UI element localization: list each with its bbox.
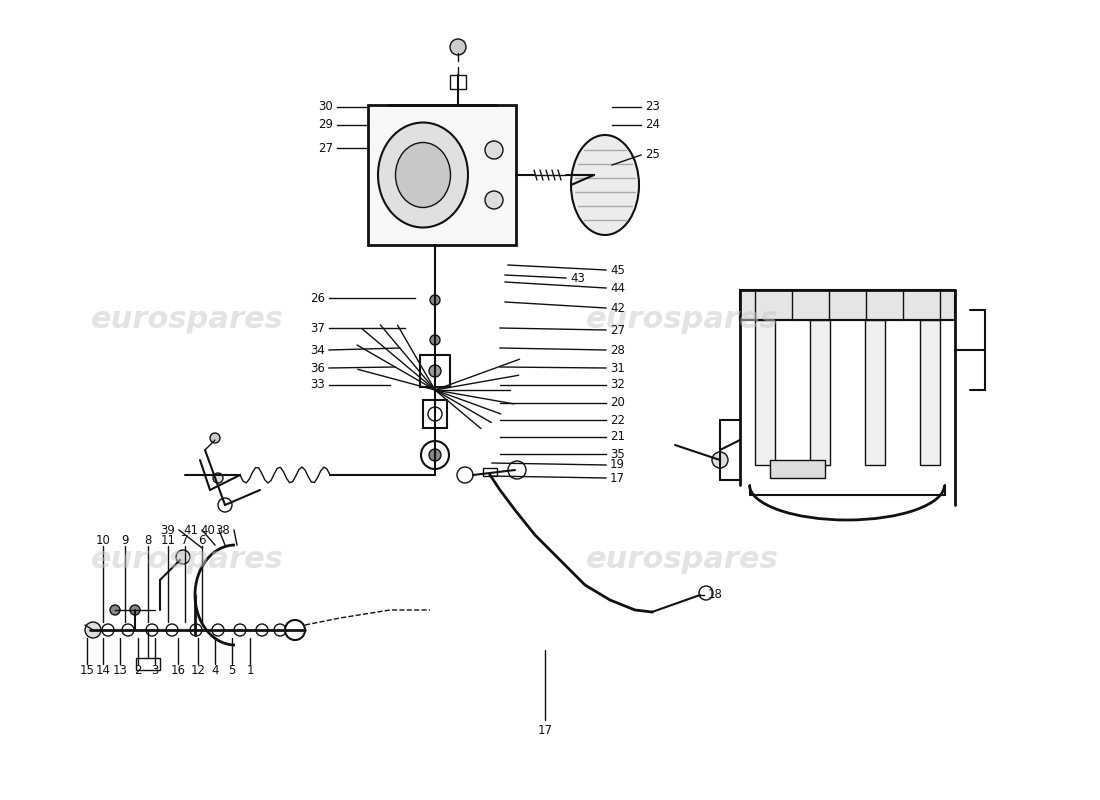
Text: 24: 24 [645, 118, 660, 131]
Bar [368, 105, 516, 245]
Bar [450, 75, 466, 89]
Circle shape [190, 624, 202, 636]
Text: 27: 27 [318, 142, 333, 154]
Text: 31: 31 [610, 362, 625, 374]
Text: 1: 1 [246, 663, 254, 677]
Circle shape [274, 624, 286, 636]
Circle shape [166, 624, 178, 636]
Circle shape [429, 449, 441, 461]
Circle shape [508, 461, 526, 479]
Bar [424, 400, 447, 428]
Text: 29: 29 [318, 118, 333, 131]
Text: 8: 8 [144, 534, 152, 546]
Circle shape [429, 365, 441, 377]
Text: 20: 20 [610, 397, 625, 410]
Circle shape [285, 620, 305, 640]
Text: 30: 30 [318, 101, 333, 114]
Text: eurospares: eurospares [90, 546, 284, 574]
Text: 23: 23 [645, 101, 660, 114]
Text: 27: 27 [610, 323, 625, 337]
Text: 5: 5 [229, 663, 235, 677]
Bar [483, 468, 497, 476]
Circle shape [85, 622, 101, 638]
Text: 21: 21 [610, 430, 625, 443]
Bar [740, 290, 955, 320]
Circle shape [176, 550, 190, 564]
Text: 14: 14 [96, 663, 110, 677]
Circle shape [485, 141, 503, 159]
Ellipse shape [378, 122, 468, 227]
Circle shape [450, 39, 466, 55]
Text: 10: 10 [96, 534, 110, 546]
Text: 33: 33 [310, 378, 324, 391]
Text: 2: 2 [134, 663, 142, 677]
Text: 19: 19 [610, 458, 625, 471]
Circle shape [428, 407, 442, 421]
Text: 36: 36 [310, 362, 324, 374]
Text: 12: 12 [190, 663, 206, 677]
Circle shape [485, 191, 503, 209]
Bar [755, 320, 775, 465]
Bar [865, 320, 886, 465]
Text: 32: 32 [610, 378, 625, 391]
Ellipse shape [571, 135, 639, 235]
Circle shape [456, 467, 473, 483]
Text: 40: 40 [200, 523, 214, 537]
Circle shape [146, 624, 158, 636]
Bar [770, 460, 825, 478]
Circle shape [430, 295, 440, 305]
Text: 18: 18 [708, 589, 723, 602]
Text: 17: 17 [610, 471, 625, 485]
Text: 28: 28 [610, 343, 625, 357]
Text: 35: 35 [610, 447, 625, 461]
Circle shape [421, 441, 449, 469]
Circle shape [234, 624, 246, 636]
Circle shape [130, 605, 140, 615]
Text: 41: 41 [183, 523, 198, 537]
Circle shape [213, 473, 223, 483]
Text: eurospares: eurospares [90, 306, 284, 334]
Bar [810, 320, 830, 465]
Text: 38: 38 [216, 523, 230, 537]
Text: 39: 39 [161, 523, 175, 537]
Text: 26: 26 [310, 291, 324, 305]
Circle shape [110, 605, 120, 615]
Text: 13: 13 [112, 663, 128, 677]
Text: 43: 43 [570, 271, 585, 285]
Text: 7: 7 [182, 534, 189, 546]
Text: 15: 15 [79, 663, 95, 677]
Circle shape [210, 433, 220, 443]
Circle shape [218, 498, 232, 512]
Text: 4: 4 [211, 663, 219, 677]
Circle shape [256, 624, 268, 636]
Circle shape [698, 586, 713, 600]
Text: 37: 37 [310, 322, 324, 334]
Text: 25: 25 [645, 149, 660, 162]
Text: 9: 9 [121, 534, 129, 546]
Circle shape [212, 624, 224, 636]
Text: 11: 11 [161, 534, 176, 546]
Circle shape [102, 624, 114, 636]
Circle shape [712, 452, 728, 468]
Text: 17: 17 [538, 723, 552, 737]
Bar [420, 355, 450, 387]
Text: eurospares: eurospares [585, 306, 779, 334]
Text: 34: 34 [310, 343, 324, 357]
Text: 45: 45 [610, 263, 625, 277]
Ellipse shape [396, 142, 451, 207]
Bar [136, 658, 160, 670]
Text: 22: 22 [610, 414, 625, 426]
Text: 42: 42 [610, 302, 625, 314]
Text: eurospares: eurospares [585, 546, 779, 574]
Circle shape [122, 624, 134, 636]
Circle shape [430, 335, 440, 345]
Text: 44: 44 [610, 282, 625, 294]
Text: 3: 3 [152, 663, 158, 677]
Bar [920, 320, 940, 465]
Text: 6: 6 [198, 534, 206, 546]
Text: 16: 16 [170, 663, 186, 677]
